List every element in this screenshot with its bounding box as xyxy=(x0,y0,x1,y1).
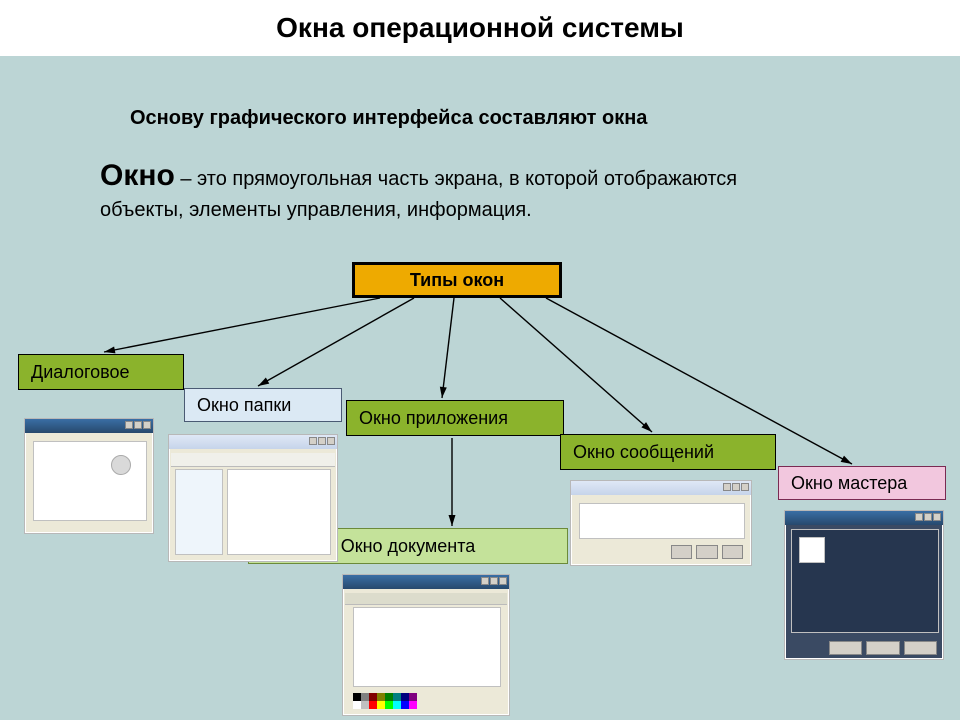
node-dialog: Диалоговое xyxy=(18,354,184,390)
window-buttons xyxy=(915,513,941,521)
thumb-folder-thumb xyxy=(168,434,338,562)
window-buttons xyxy=(125,421,151,429)
window-buttons xyxy=(723,483,749,491)
window-panel xyxy=(33,441,147,521)
dialog-buttons xyxy=(671,545,743,559)
window-buttons xyxy=(481,577,507,585)
decorative-circle xyxy=(111,455,131,475)
dialog-buttons xyxy=(829,641,937,655)
window-toolbar xyxy=(345,593,507,605)
node-label: Окно мастера xyxy=(791,473,907,494)
definition-body: – это прямоугольная часть экрана, в кото… xyxy=(100,168,737,221)
color-palette xyxy=(353,693,417,709)
window-panel xyxy=(175,469,223,555)
node-label: Окно сообщений xyxy=(573,442,714,463)
thumb-msg-thumb xyxy=(570,480,752,566)
node-folder: Окно папки xyxy=(184,388,342,422)
window-toolbar xyxy=(171,453,335,467)
window-panel xyxy=(799,537,825,563)
title-strip: Окна операционной системы xyxy=(0,0,960,56)
node-label: Окно папки xyxy=(197,395,291,416)
window-panel xyxy=(579,503,745,539)
window-panel xyxy=(227,469,331,555)
node-msg: Окно сообщений xyxy=(560,434,776,470)
root-label: Типы окон xyxy=(410,270,504,291)
thumb-dialog-thumb xyxy=(24,418,154,534)
thumb-doc-thumb xyxy=(342,574,510,716)
window-buttons xyxy=(309,437,335,445)
definition: Окно – это прямоугольная часть экрана, в… xyxy=(100,156,800,224)
window-panel xyxy=(353,607,501,687)
definition-term: Окно xyxy=(100,159,175,192)
page-title: Окна операционной системы xyxy=(276,12,684,44)
root-node: Типы окон xyxy=(352,262,562,298)
node-wizard: Окно мастера xyxy=(778,466,946,500)
node-label: Окно документа xyxy=(341,536,476,557)
diagram-canvas: Основу графического интерфейса составляю… xyxy=(0,56,960,720)
node-label: Диалоговое xyxy=(31,362,130,383)
subtitle: Основу графического интерфейса составляю… xyxy=(130,106,770,131)
node-app: Окно приложения xyxy=(346,400,564,436)
thumb-wizard-thumb xyxy=(784,510,944,660)
node-label: Окно приложения xyxy=(359,408,508,429)
